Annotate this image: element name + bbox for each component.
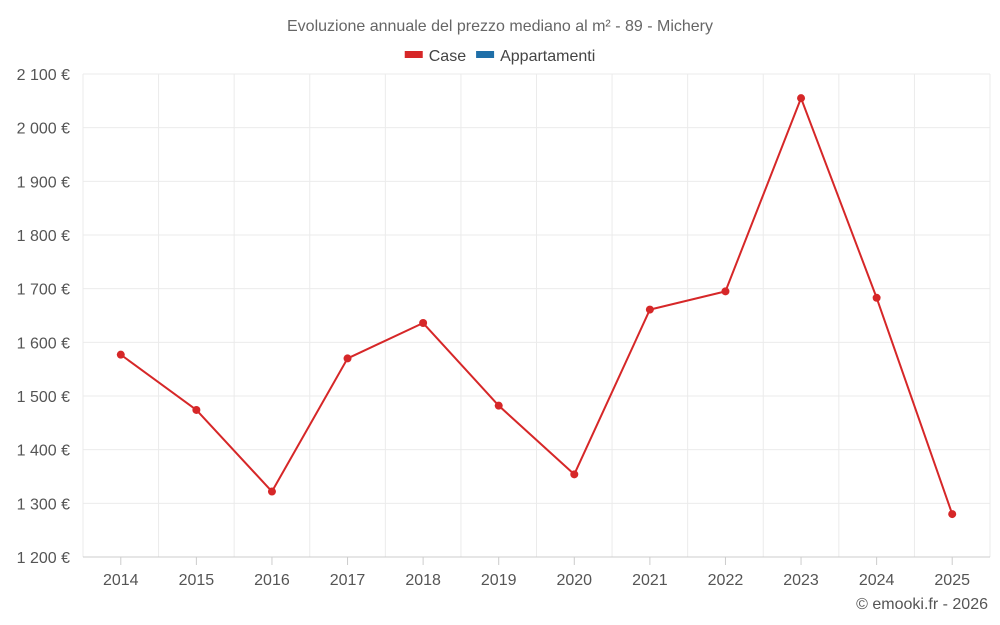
x-tick-label: 2023 [783, 572, 819, 589]
legend-label: Appartamenti [500, 48, 595, 65]
x-tick-label: 2018 [405, 572, 441, 589]
x-tick-label: 2019 [481, 572, 517, 589]
data-point[interactable] [948, 510, 957, 519]
data-point[interactable] [721, 287, 730, 296]
data-point[interactable] [267, 487, 276, 496]
data-point[interactable] [872, 293, 881, 302]
y-tick-label: 2 100 € [17, 67, 70, 84]
y-tick-label: 2 000 € [17, 121, 70, 138]
legend-swatch [404, 51, 423, 58]
x-tick-label: 2024 [859, 572, 895, 589]
data-point[interactable] [797, 94, 806, 103]
x-tick-label: 2022 [708, 572, 744, 589]
x-tick-label: 2021 [632, 572, 668, 589]
credit-text: © emooki.fr - 2026 [856, 596, 988, 613]
legend-item[interactable]: Appartamenti [476, 48, 595, 65]
y-tick-label: 1 800 € [17, 228, 70, 245]
y-tick-label: 1 200 € [17, 550, 70, 567]
series-layer [116, 94, 957, 519]
legend-swatch [476, 51, 495, 58]
y-tick-label: 1 700 € [17, 282, 70, 299]
grid [82, 73, 991, 557]
data-point[interactable] [116, 350, 125, 359]
y-tick-label: 1 500 € [17, 389, 70, 406]
y-tick-label: 1 300 € [17, 496, 70, 513]
x-tick-label: 2014 [103, 572, 139, 589]
data-point[interactable] [419, 319, 428, 328]
data-point[interactable] [494, 401, 503, 410]
legend-label: Case [429, 48, 466, 65]
y-tick-label: 1 400 € [17, 443, 70, 460]
data-point[interactable] [343, 354, 352, 363]
y-tick-label: 1 900 € [17, 174, 70, 191]
x-tick-label: 2017 [330, 572, 366, 589]
x-tick-label: 2016 [254, 572, 290, 589]
series-line [120, 97, 954, 515]
y-tick-label: 1 600 € [17, 335, 70, 352]
legend-item[interactable]: Case [404, 48, 466, 65]
legend: Case Appartamenti [404, 48, 595, 65]
data-point[interactable] [570, 470, 579, 479]
data-point[interactable] [192, 405, 201, 414]
x-tick-label: 2025 [934, 572, 970, 589]
axes: 1 200 € 1 300 € 1 400 € 1 500 € 1 600 € 1 700… [17, 67, 990, 589]
data-point[interactable] [645, 305, 654, 314]
chart-title: Evoluzione annuale del prezzo mediano al… [287, 18, 713, 35]
x-tick-label: 2015 [179, 572, 215, 589]
x-tick-label: 2020 [556, 572, 592, 589]
